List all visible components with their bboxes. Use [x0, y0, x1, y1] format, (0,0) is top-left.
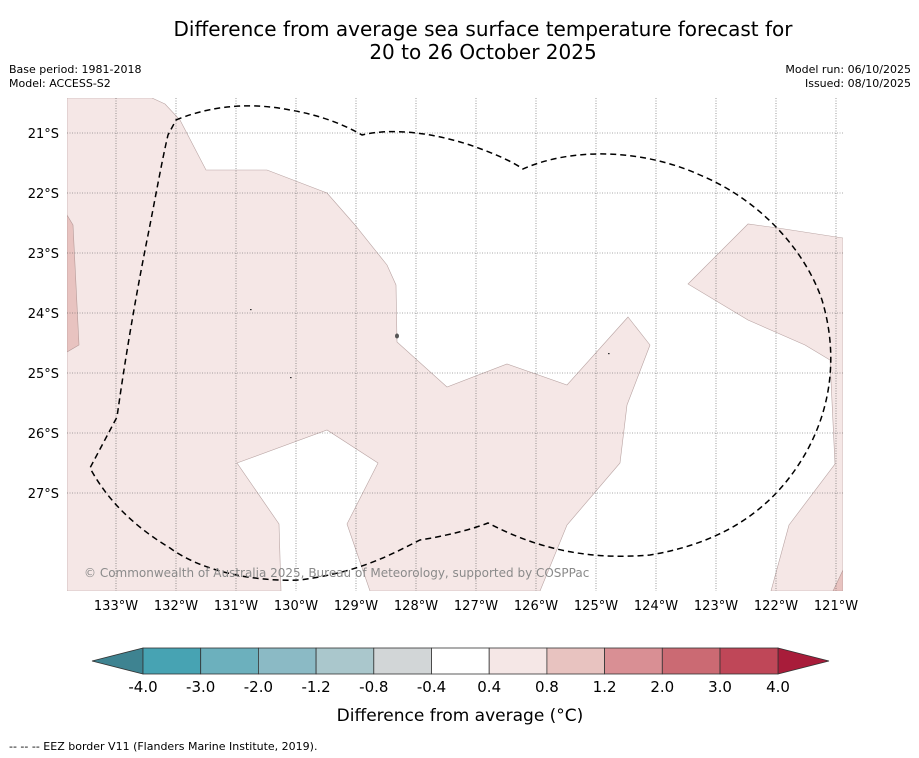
lon-label: 128°W: [394, 599, 438, 614]
colorbar-tick: -3.0: [186, 678, 215, 696]
colorbar-bin: [142, 647, 202, 675]
colorbar-bin: [315, 647, 375, 675]
lon-label: 127°W: [454, 599, 498, 614]
eez-footnote: -- -- -- EEZ border V11 (Flanders Marine…: [9, 740, 318, 753]
colorbar-tick: 2.0: [650, 678, 674, 696]
lon-label: 124°W: [634, 599, 678, 614]
lon-label: 132°W: [154, 599, 198, 614]
base-period-text: Base period: 1981-2018: [9, 63, 142, 76]
lon-label: 121°W: [814, 599, 858, 614]
lon-label: 125°W: [574, 599, 618, 614]
lon-label: 126°W: [514, 599, 558, 614]
longitude-labels: 133°W 132°W 131°W 130°W 129°W 128°W 127°…: [94, 599, 858, 614]
colorbar-tick: 0.8: [535, 678, 559, 696]
colorbar-tick: 3.0: [708, 678, 732, 696]
lat-label: 23°S: [28, 247, 59, 262]
lon-label: 131°W: [214, 599, 258, 614]
colorbar-tick: -4.0: [128, 678, 157, 696]
colorbar-bin: [604, 647, 663, 675]
colorbar: -4.0 -3.0 -2.0 -1.2 -0.8 -0.4 0.4 0.8 1.…: [91, 647, 830, 726]
model-text: Model: ACCESS-S2: [9, 77, 111, 90]
copyright-text: © Commonwealth of Australia 2025, Bureau…: [84, 566, 589, 580]
lat-label: 26°S: [28, 427, 59, 442]
island-marker: [395, 333, 399, 339]
lat-label: 22°S: [28, 187, 59, 202]
colorbar-tick: -0.4: [417, 678, 446, 696]
lat-label: 27°S: [28, 487, 59, 502]
anomaly-region-east: [687, 223, 843, 591]
island-marker: [608, 353, 610, 355]
lon-label: 122°W: [754, 599, 798, 614]
colorbar-label: Difference from average (°C): [337, 706, 584, 726]
lat-label: 25°S: [28, 367, 59, 382]
colorbar-tick: 1.2: [593, 678, 617, 696]
colorbar-tick: -0.8: [359, 678, 388, 696]
latitude-labels: 21°S 22°S 23°S 24°S 25°S 26°S 27°S: [28, 127, 59, 502]
colorbar-tick: 4.0: [766, 678, 790, 696]
eez-border: [89, 105, 832, 581]
lat-label: 21°S: [28, 127, 59, 142]
issued-text: Issued: 08/10/2025: [804, 77, 911, 90]
colorbar-bin: [373, 647, 432, 675]
map-title: Difference from average sea surface temp…: [0, 18, 919, 64]
island-marker: [250, 309, 252, 311]
anomaly-region-west: [67, 98, 651, 591]
title-line-2: 20 to 26 October 2025: [369, 40, 597, 64]
lon-label: 129°W: [334, 599, 378, 614]
lon-label: 130°W: [274, 599, 318, 614]
colorbar-tick: -1.2: [301, 678, 330, 696]
colorbar-tick: -2.0: [244, 678, 273, 696]
colorbar-bin: [200, 647, 259, 675]
colorbar-bin: [661, 647, 721, 675]
colorbar-bin: [257, 647, 317, 675]
latitude-gridlines: [67, 132, 843, 494]
colorbar-bin: [546, 647, 606, 675]
map-plot-area: © Commonwealth of Australia 2025, Bureau…: [67, 98, 843, 591]
title-line-1: Difference from average sea surface temp…: [173, 17, 793, 41]
lat-label: 24°S: [28, 307, 59, 322]
anomaly-patch-west-edge: [67, 214, 80, 353]
longitude-gridlines: [115, 98, 837, 591]
anomaly-patch-southeast: [832, 569, 843, 591]
lon-label: 123°W: [694, 599, 738, 614]
lon-label: 133°W: [94, 599, 138, 614]
colorbar-over-arrow: [777, 647, 830, 675]
model-run-text: Model run: 06/10/2025: [785, 63, 911, 76]
colorbar-bin: [431, 647, 490, 675]
colorbar-bin: [719, 647, 779, 675]
colorbar-tick-labels: -4.0 -3.0 -2.0 -1.2 -0.8 -0.4 0.4 0.8 1.…: [128, 678, 790, 696]
island-marker: [290, 377, 292, 379]
meta-left: Base period: 1981-2018 Model: ACCESS-S2: [9, 63, 141, 91]
meta-right: Model run: 06/10/2025 Issued: 08/10/2025: [785, 63, 911, 91]
colorbar-under-arrow: [91, 647, 144, 675]
colorbar-bin: [488, 647, 548, 675]
colorbar-tick: 0.4: [477, 678, 501, 696]
